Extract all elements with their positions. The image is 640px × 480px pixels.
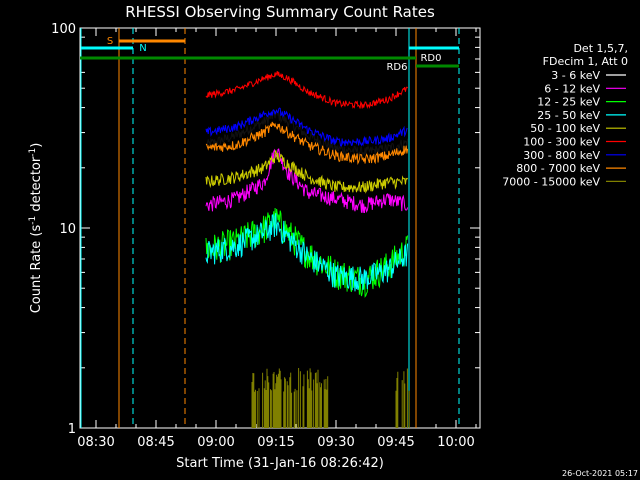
legend-label: 7000 - 15000 keV <box>502 175 600 188</box>
x-tick-label: 08:45 <box>137 435 174 450</box>
y-label-main: Count Rate (s <box>29 225 44 314</box>
series-50-100-kev-line <box>205 149 409 194</box>
series-100-300-kev-line <box>205 71 408 109</box>
x-axis-label: Start Time (31-Jan-16 08:26:42) <box>176 456 384 471</box>
chart-title: RHESSI Observing Summary Count Rates <box>125 3 435 21</box>
x-tick-label: 09:00 <box>197 435 234 450</box>
marker-label-rd6: RD6 <box>386 62 407 73</box>
series-group <box>205 71 410 428</box>
marker-label-s: S <box>107 36 113 47</box>
y-label-sup2: -1 <box>28 148 38 157</box>
x-tick-label: 10:00 <box>437 435 474 450</box>
legend-label: 25 - 50 keV <box>537 109 600 122</box>
y-tick-label: 10 <box>59 222 76 237</box>
series-7000-15000-kev-line <box>251 368 410 428</box>
legend-header-1: Det 1,5,7, <box>573 42 628 55</box>
footer-timestamp: 26-Oct-2021 05:17 <box>562 469 638 478</box>
legend-header-2: FDecim 1, Att 0 <box>543 55 628 68</box>
marker-lines: S N RD6 RD0 <box>80 28 460 428</box>
marker-label-n: N <box>139 43 146 54</box>
x-tick-label: 08:30 <box>77 435 114 450</box>
x-tick-label: 09:30 <box>317 435 354 450</box>
series-6-12-kev-line <box>205 148 409 213</box>
y-label-end: ) <box>29 143 44 148</box>
legend-label: 6 - 12 keV <box>544 82 600 95</box>
legend-label: 50 - 100 keV <box>530 122 600 135</box>
series-800-7000-kev-line <box>205 121 409 165</box>
y-label-mid: detector <box>29 156 44 216</box>
legend-label: 100 - 300 keV <box>523 136 600 149</box>
series-300-800-kev-line <box>205 107 408 147</box>
tick-labels: 08:30 08:45 09:00 09:15 09:30 09:45 10:00 1 10 10… <box>51 22 475 450</box>
y-tick-label: 100 <box>51 22 76 37</box>
y-axis-label: Count Rate (s-1 detector-1) <box>28 143 44 314</box>
legend-label: 3 - 6 keV <box>551 69 600 82</box>
x-tick-label: 09:15 <box>257 435 294 450</box>
legend-label: 800 - 7000 keV <box>516 162 600 175</box>
x-tick-label: 09:45 <box>377 435 414 450</box>
marker-label-rd0: RD0 <box>420 53 441 64</box>
legend-label: 300 - 800 keV <box>523 149 600 162</box>
y-label-sup1: -1 <box>28 216 38 225</box>
y-tick-label: 1 <box>68 422 76 437</box>
series-3-6-kev-line <box>205 109 409 157</box>
legend-label: 12 - 25 keV <box>537 96 600 109</box>
series-25-50-kev-line <box>205 213 409 292</box>
